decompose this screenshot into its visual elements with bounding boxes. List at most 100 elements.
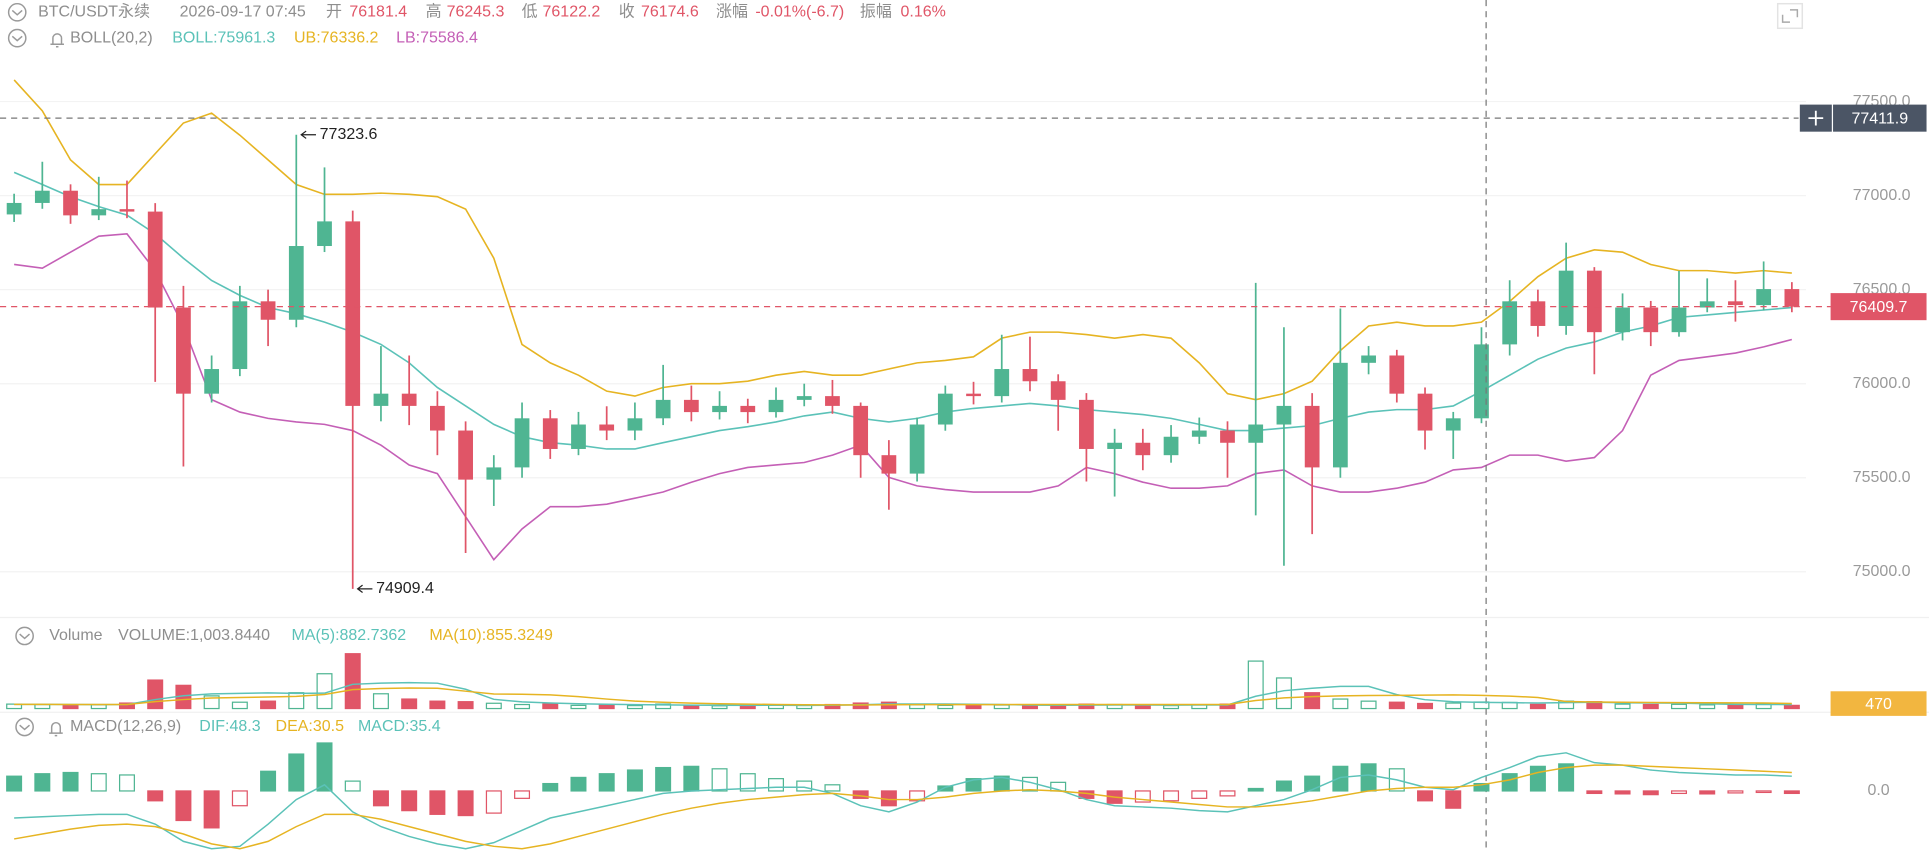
info-label: 振幅	[860, 3, 892, 21]
macd-bar	[965, 778, 982, 792]
volume-bar	[288, 692, 305, 710]
y-tick-box	[1830, 691, 1927, 716]
candle-body	[1756, 289, 1772, 306]
bell-icon[interactable]	[49, 721, 63, 737]
timestamp: 2026-09-17 07:45	[180, 4, 306, 21]
macd-bar	[711, 768, 728, 792]
candle-body	[655, 399, 671, 419]
candle-body	[1474, 344, 1489, 419]
macd-bar	[203, 790, 220, 829]
macd-bar	[542, 782, 559, 792]
volume-bar	[203, 695, 220, 710]
volume-bar	[1247, 660, 1264, 710]
candle-body	[740, 405, 756, 413]
fullscreen-button[interactable]	[1776, 2, 1804, 30]
legend-entry: UB:76336.2	[294, 29, 379, 46]
info-value: 76245.3	[447, 4, 505, 21]
candle-body	[1107, 442, 1123, 449]
volume-bar	[62, 704, 79, 710]
macd-bar	[1332, 765, 1349, 792]
candle-body	[542, 418, 558, 449]
volume-bar	[1388, 701, 1405, 710]
candle-body	[1304, 405, 1320, 468]
collapse-icon[interactable]	[7, 2, 27, 22]
macd-bar	[344, 780, 361, 792]
volume-bar	[344, 653, 361, 710]
collapse-icon[interactable]	[15, 717, 34, 737]
legend-entry: MA(10):855.3249	[429, 627, 553, 644]
macd-bar	[147, 790, 164, 802]
macd-bar	[1191, 790, 1208, 799]
volume-bar	[34, 703, 51, 710]
crosshair-box	[1833, 104, 1927, 132]
y-tick-label: 0.0	[1867, 782, 1889, 799]
legend-entry: DIF:48.3	[199, 718, 260, 735]
candle-body	[486, 467, 502, 480]
macd-bar	[1247, 787, 1264, 792]
indicator-line	[14, 752, 1792, 850]
legend-entry: DEA:30.5	[276, 718, 345, 735]
info-value: 76181.4	[349, 4, 407, 21]
candle-body	[1417, 393, 1433, 431]
candle-body	[6, 202, 22, 215]
macd-bar	[1501, 773, 1518, 792]
macd-bar	[1642, 790, 1659, 796]
indicator-name: BOLL(20,2)	[70, 29, 153, 46]
candle-body	[458, 430, 473, 480]
extreme-label: 74909.4	[376, 580, 434, 597]
arrow	[300, 130, 316, 139]
volume-bar	[626, 704, 643, 710]
macd-bar	[372, 790, 389, 807]
volume-bar	[570, 704, 587, 710]
volume-bar	[1275, 677, 1292, 710]
candle-body	[627, 418, 643, 431]
candle-body	[994, 369, 1010, 397]
candle-body	[571, 424, 586, 449]
candle-body	[204, 369, 220, 394]
macd-bar	[1755, 790, 1772, 794]
candle-body	[1135, 442, 1151, 456]
volume-bar	[655, 703, 672, 710]
volume-bar	[1699, 704, 1716, 710]
macd-bar	[1275, 780, 1292, 792]
macd-bar	[570, 776, 587, 792]
volume-bar	[1445, 702, 1462, 710]
candle-body	[1530, 301, 1546, 326]
y-tick-label: 76000.0	[1853, 375, 1911, 392]
volume-bar	[485, 702, 502, 710]
macd-bar	[1304, 775, 1321, 792]
volume-bar	[457, 701, 474, 710]
collapse-icon[interactable]	[7, 28, 27, 48]
volume-bar	[909, 704, 926, 710]
legend-entry: VOLUME:1,003.8440	[118, 627, 270, 644]
candle-body	[1022, 369, 1038, 382]
icons	[7, 2, 1804, 737]
macd-bar	[1163, 790, 1180, 802]
candle-body	[1586, 270, 1602, 333]
candle-body	[599, 424, 615, 431]
info-label: 高	[426, 3, 442, 21]
candle-body	[1558, 270, 1574, 326]
info-value: 76174.6	[641, 4, 699, 21]
collapse-icon[interactable]	[15, 626, 34, 646]
macd-bar	[260, 770, 277, 792]
macd-bar	[655, 766, 672, 792]
chevron	[11, 35, 23, 42]
info-label: 开	[326, 4, 342, 21]
volume-bar	[598, 704, 615, 710]
volume-bar	[1670, 703, 1687, 710]
macd-bar	[288, 753, 305, 792]
volume-bar	[1727, 703, 1744, 710]
macd-bar	[1417, 790, 1434, 802]
volume-bar	[231, 701, 248, 710]
candle-body	[1191, 430, 1207, 437]
candle-body	[373, 393, 389, 406]
legend-entry: MA(5):882.7362	[292, 627, 407, 644]
macd-bar	[626, 769, 643, 792]
macd-bar	[1360, 763, 1377, 792]
macd-bar	[1783, 790, 1800, 795]
candle-body	[937, 393, 953, 425]
candle-body	[317, 221, 332, 247]
bell-icon[interactable]	[50, 33, 64, 48]
